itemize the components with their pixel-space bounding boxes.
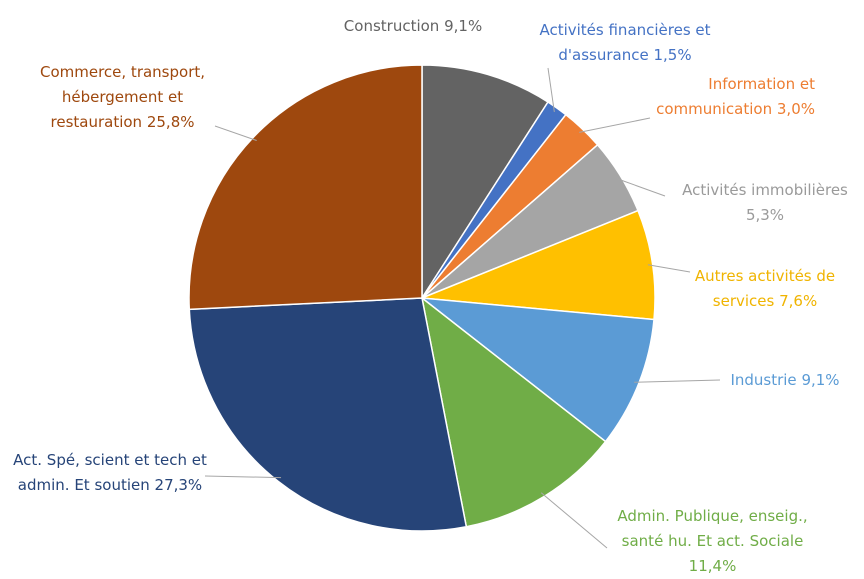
data-label: Activités immobilières 5,3%: [665, 178, 864, 228]
pie-slice: [188, 64, 423, 311]
value-label: 1,5%: [653, 46, 692, 64]
category-name: Admin. Publique, enseig., santé hu. Et a…: [617, 507, 808, 550]
category-name: Activités immobilières: [682, 181, 848, 199]
value-label: 5,3%: [745, 206, 785, 224]
value-label: 7,6%: [779, 292, 818, 310]
data-label: Commerce, transport, hébergement et rest…: [15, 60, 230, 135]
leader-line: [540, 492, 608, 549]
data-label: Construction 9,1%: [318, 14, 508, 39]
data-label: Admin. Publique, enseig., santé hu. Et a…: [600, 504, 825, 579]
data-label: Act. Spé, scient et tech et admin. Et so…: [5, 448, 215, 498]
category-name: Commerce, transport, hébergement et rest…: [39, 63, 206, 131]
pie-slice: [421, 64, 550, 301]
leader-line: [647, 264, 691, 273]
leader-line: [634, 379, 721, 383]
pie-slice: [188, 297, 468, 532]
category-name: Construction: [343, 17, 440, 35]
leader-line: [579, 117, 651, 133]
leader-line: [214, 125, 257, 141]
category-name: Act. Spé, scient et tech et admin. Et so…: [13, 451, 207, 494]
value-label: 9,1%: [801, 371, 840, 389]
data-label: Information et communication 3,0%: [640, 72, 815, 122]
data-label: Activités financières et d'assurance 1,5…: [520, 18, 730, 68]
data-label: Autres activités de services 7,6%: [680, 264, 850, 314]
pie-slice: [419, 297, 655, 443]
value-label: 9,1%: [444, 17, 483, 35]
category-name: Activités financières et d'assurance: [539, 21, 711, 64]
value-label: 25,8%: [146, 113, 195, 131]
category-name: Industrie: [730, 371, 797, 389]
leader-line: [547, 67, 555, 113]
value-label: 11,4%: [688, 557, 737, 575]
pie-slice: [420, 296, 607, 528]
leader-line: [616, 178, 666, 197]
value-label: 3,0%: [776, 100, 815, 118]
pie-slice: [421, 209, 656, 321]
data-label: Industrie 9,1%: [715, 368, 855, 393]
value-label: 27,3%: [154, 476, 203, 494]
leader-line: [204, 475, 282, 479]
category-name: Autres activités de services: [694, 267, 836, 310]
category-name: Information et communication: [656, 75, 815, 118]
